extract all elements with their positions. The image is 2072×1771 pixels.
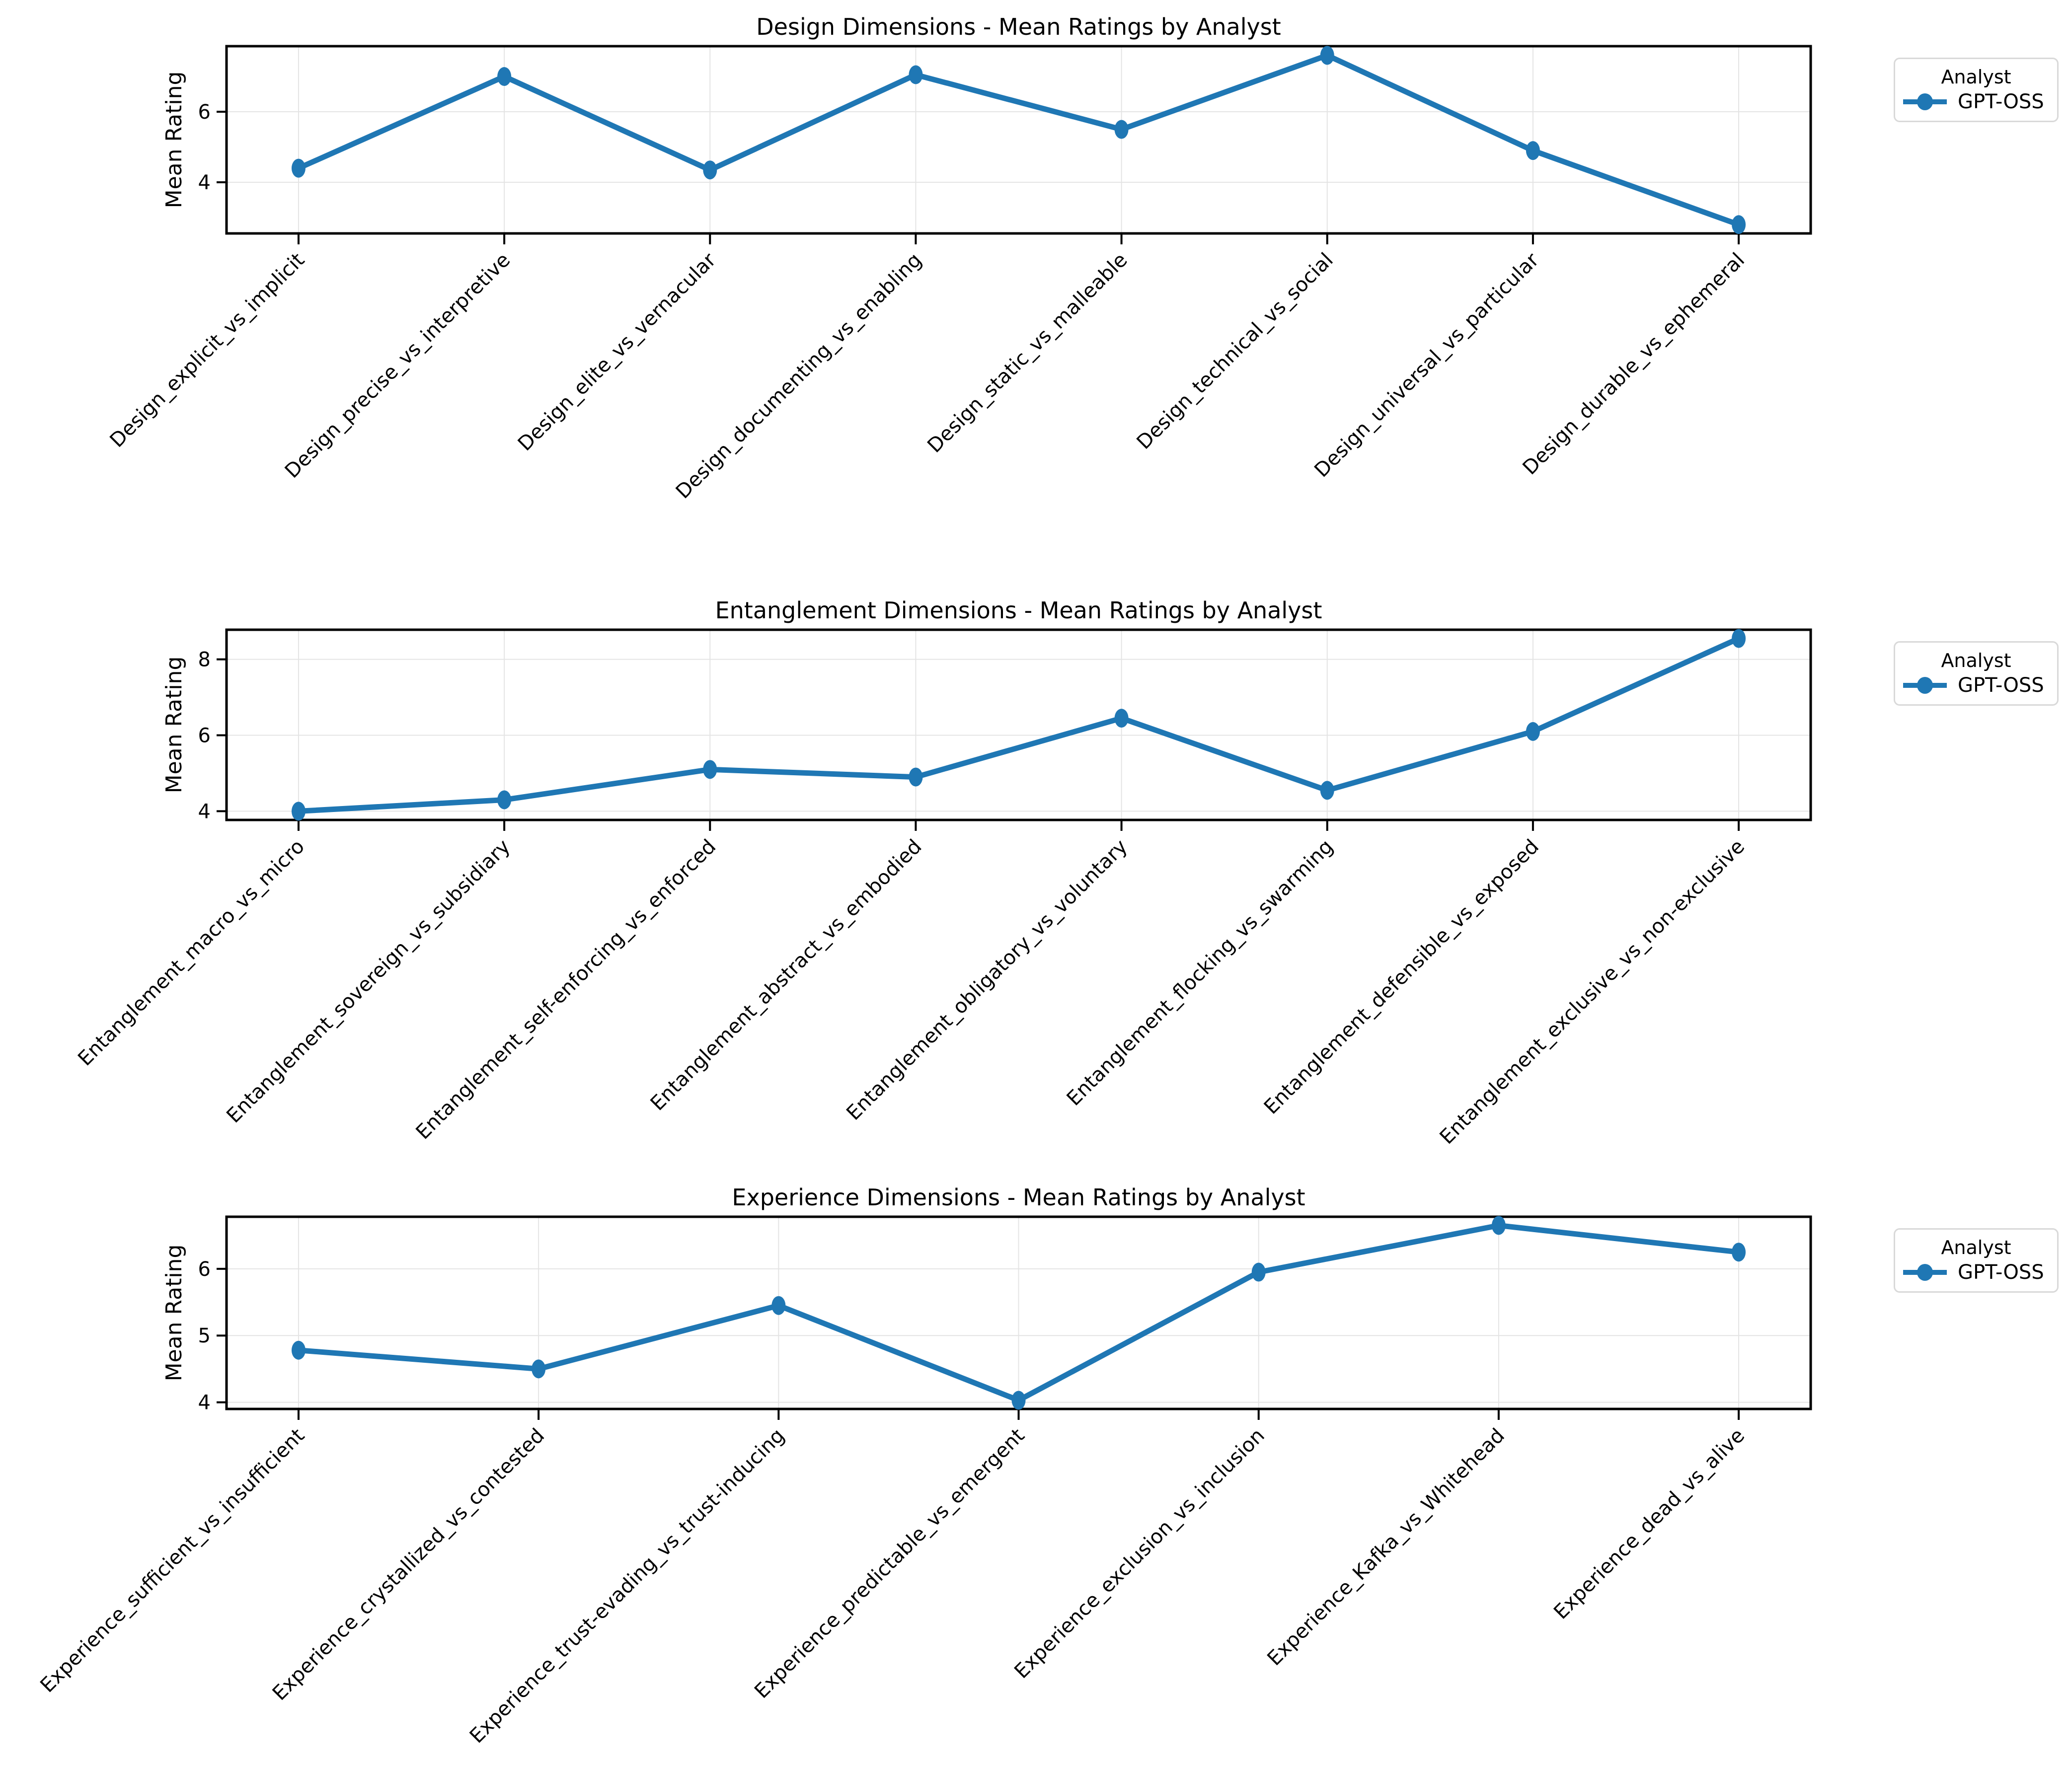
x-tick-label: Design_static_vs_malleable <box>923 249 1132 457</box>
line-marker-icon <box>1903 677 1947 694</box>
x-tick-label: Design_elite_vs_vernacular <box>514 248 721 455</box>
legend-title: Analyst <box>1941 1237 2011 1258</box>
data-point <box>703 760 717 779</box>
y-axis-label: Mean Rating <box>161 657 187 794</box>
y-tick-label: 8 <box>198 649 211 671</box>
y-tick-label: 4 <box>198 171 211 194</box>
y-axis-label: Mean Rating <box>161 1245 187 1382</box>
x-tick-label: Experience_exclusion_vs_inclusion <box>1010 1424 1269 1683</box>
line-marker-icon <box>1903 1264 1947 1281</box>
data-point <box>1491 1216 1506 1235</box>
entanglement-chart-legend: Analyst GPT-OSS <box>1894 641 2059 706</box>
data-point <box>1732 215 1746 234</box>
x-tick-label: Experience_predictable_vs_emergent <box>750 1424 1029 1703</box>
x-tick-label: Experience_Kafka_vs_Whitehead <box>1263 1424 1509 1671</box>
data-point <box>291 158 306 178</box>
legend-entry: GPT-OSS <box>1902 1261 2050 1283</box>
x-tick-label: Design_precise_vs_interpretive <box>281 249 515 483</box>
data-point <box>909 767 923 787</box>
entanglement-chart-plot: 468Entanglement_macro_vs_microEntangleme… <box>74 628 1812 1149</box>
x-tick-label: Design_technical_vs_social <box>1133 249 1338 454</box>
data-point <box>1732 629 1746 648</box>
y-axis-label: Mean Rating <box>161 72 187 209</box>
x-tick-label: Design_durable_vs_ephemeral <box>1519 249 1750 480</box>
legend-series-label: GPT-OSS <box>1958 1261 2044 1284</box>
x-tick-label: Experience_crystallized_vs_contested <box>268 1424 549 1705</box>
data-point <box>1526 722 1540 741</box>
data-point <box>1114 120 1129 139</box>
series-line-gpt-oss <box>296 636 1742 814</box>
design-chart-legend: Analyst GPT-OSS <box>1894 58 2059 122</box>
x-tick-label: Experience_dead_vs_alive <box>1549 1424 1749 1624</box>
legend-title: Analyst <box>1941 66 2011 88</box>
y-tick-label: 4 <box>198 800 211 823</box>
y-tick-label: 5 <box>198 1325 211 1347</box>
x-tick-label: Design_explicit_vs_implicit <box>106 249 309 452</box>
y-tick-label: 6 <box>198 1258 211 1281</box>
x-tick-label: Design_documenting_vs_enabling <box>672 249 926 504</box>
y-tick-label: 6 <box>198 725 211 747</box>
data-point <box>771 1296 786 1315</box>
x-tick-label: Design_universal_vs_particular <box>1310 248 1543 482</box>
data-point <box>291 802 306 821</box>
data-point <box>703 160 717 180</box>
y-tick-label: 6 <box>198 101 211 124</box>
x-tick-label: Entanglement_macro_vs_micro <box>74 835 309 1071</box>
plot-border <box>225 628 1812 821</box>
plot-border <box>225 45 1812 235</box>
data-point <box>497 790 512 810</box>
legend-title: Analyst <box>1941 650 2011 671</box>
data-point <box>1011 1391 1026 1410</box>
series-line-gpt-oss <box>296 52 1742 227</box>
design-chart-plot: 4 6 Design_explicit_vs_implicitDesign_prec… <box>106 45 1812 504</box>
legend-series-label: GPT-OSS <box>1958 674 2044 697</box>
data-point <box>1320 781 1334 800</box>
experience-chart-plot: 4 5 6 Experience_sufficient_vs_insufficient… <box>36 1215 1812 1748</box>
data-point <box>532 1359 546 1379</box>
data-point <box>1251 1262 1266 1282</box>
legend-entry: GPT-OSS <box>1902 91 2050 113</box>
design-chart-title: Design Dimensions - Mean Ratings by Anal… <box>756 13 1281 40</box>
experience-chart-title: Experience Dimensions - Mean Ratings by … <box>732 1184 1305 1211</box>
data-point <box>291 1340 306 1360</box>
data-point <box>1526 141 1540 160</box>
line-marker-icon <box>1903 93 1947 110</box>
legend-entry: GPT-OSS <box>1902 674 2050 696</box>
data-point <box>909 65 923 84</box>
legend-series-label: GPT-OSS <box>1958 90 2044 113</box>
y-tick-label: 4 <box>198 1392 211 1414</box>
x-tick-label: Experience_sufficient_vs_insufficient <box>36 1424 309 1697</box>
data-point <box>1732 1243 1746 1262</box>
experience-chart-legend: Analyst GPT-OSS <box>1894 1228 2059 1293</box>
entanglement-chart-title: Entanglement Dimensions - Mean Ratings b… <box>715 597 1322 624</box>
data-point <box>1114 709 1129 728</box>
data-point <box>497 67 512 86</box>
data-point <box>1320 46 1334 65</box>
